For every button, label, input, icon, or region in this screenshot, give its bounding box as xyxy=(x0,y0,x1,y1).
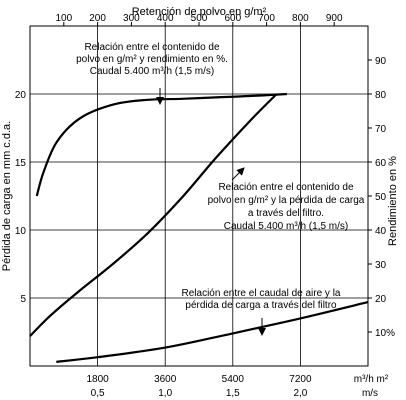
top-axis-tick-label: 500 xyxy=(191,13,208,24)
left-axis-tick-label: 15 xyxy=(15,158,27,169)
top-axis-tick-label: 200 xyxy=(89,13,106,24)
bottom-axis-subtick-label: 2,0 xyxy=(293,388,307,399)
curve-efficiency xyxy=(35,92,287,197)
annotation-line: Caudal 5.400 m³/h (1,5 m/s) xyxy=(224,221,349,232)
annotation-line: Relación entre el caudal de aire y la xyxy=(182,288,341,299)
axis-layer: 100 200 300 400 500 600 700 800 900 5 10 15 20 10% 20 3… xyxy=(15,13,395,399)
curve-pressure-vs-flow xyxy=(56,301,369,363)
bottom-axis-subtick-label: 1,5 xyxy=(226,388,240,399)
top-axis-tick-label: 100 xyxy=(55,13,72,24)
top-axis-tick-label: 800 xyxy=(292,13,309,24)
bottom-axis-unit-label: m³/h m² xyxy=(354,374,389,385)
top-axis-label: Retención de polvo en g/m² xyxy=(132,6,267,18)
grid-layer xyxy=(30,26,368,366)
left-axis-tick-label: 10 xyxy=(15,226,27,237)
bottom-axis-tick-label: 5400 xyxy=(222,374,245,385)
right-axis-tick-label: 40 xyxy=(375,226,387,237)
right-axis-tick-label: 60 xyxy=(375,158,387,169)
left-axis-label: Pérdida de carga en mm c.d.a. xyxy=(1,121,13,271)
annotation-line: Relación entre el contenido de xyxy=(218,182,354,193)
bottom-axis-tick-label: 7200 xyxy=(289,374,312,385)
right-axis-tick-label: 10% xyxy=(375,328,395,339)
bottom-axis-subtick-label: 0,5 xyxy=(91,388,105,399)
bottom-axis-tick-label: 3600 xyxy=(154,374,177,385)
series-layer xyxy=(29,92,369,363)
bottom-axis-unit-label-ms: m/s xyxy=(362,388,378,399)
annotation-arrow xyxy=(231,167,245,181)
right-axis-tick-label: 30 xyxy=(375,260,387,271)
top-axis-tick-label: 400 xyxy=(157,13,174,24)
annotation-line: a través del filtro. xyxy=(248,208,324,219)
left-axis-tick-label: 5 xyxy=(20,294,26,305)
right-axis-tick-label: 90 xyxy=(375,56,387,67)
top-axis-tick-label: 600 xyxy=(224,13,241,24)
bottom-axis-tick-label: 1800 xyxy=(86,374,109,385)
right-axis-label: Rendimiento en % xyxy=(387,156,399,246)
annotation-line: pérdida de carga a través del filtro xyxy=(185,300,337,311)
right-axis-tick-label: 50 xyxy=(375,192,387,203)
right-axis-tick-label: 70 xyxy=(375,124,387,135)
bottom-axis-subtick-label: 1,0 xyxy=(158,388,172,399)
right-axis-tick-label: 20 xyxy=(375,294,387,305)
right-axis-tick-label: 80 xyxy=(375,90,387,101)
top-axis-tick-label: 900 xyxy=(326,13,343,24)
top-axis-tick-label: 300 xyxy=(123,13,140,24)
left-axis-tick-label: 20 xyxy=(15,90,27,101)
annotation-line: Caudal 5.400 m³/h (1,5 m/s) xyxy=(90,66,215,77)
top-axis-tick-label: 700 xyxy=(258,13,275,24)
annotation-line: polvo en g/m² y rendimiento en %. xyxy=(76,54,228,65)
annotation-line: Relación entre el contenido de xyxy=(84,42,220,53)
annotation-line: polvo en g/m² y la pérdida de carga xyxy=(208,195,365,206)
curve-pressure-vs-dust xyxy=(29,93,278,337)
